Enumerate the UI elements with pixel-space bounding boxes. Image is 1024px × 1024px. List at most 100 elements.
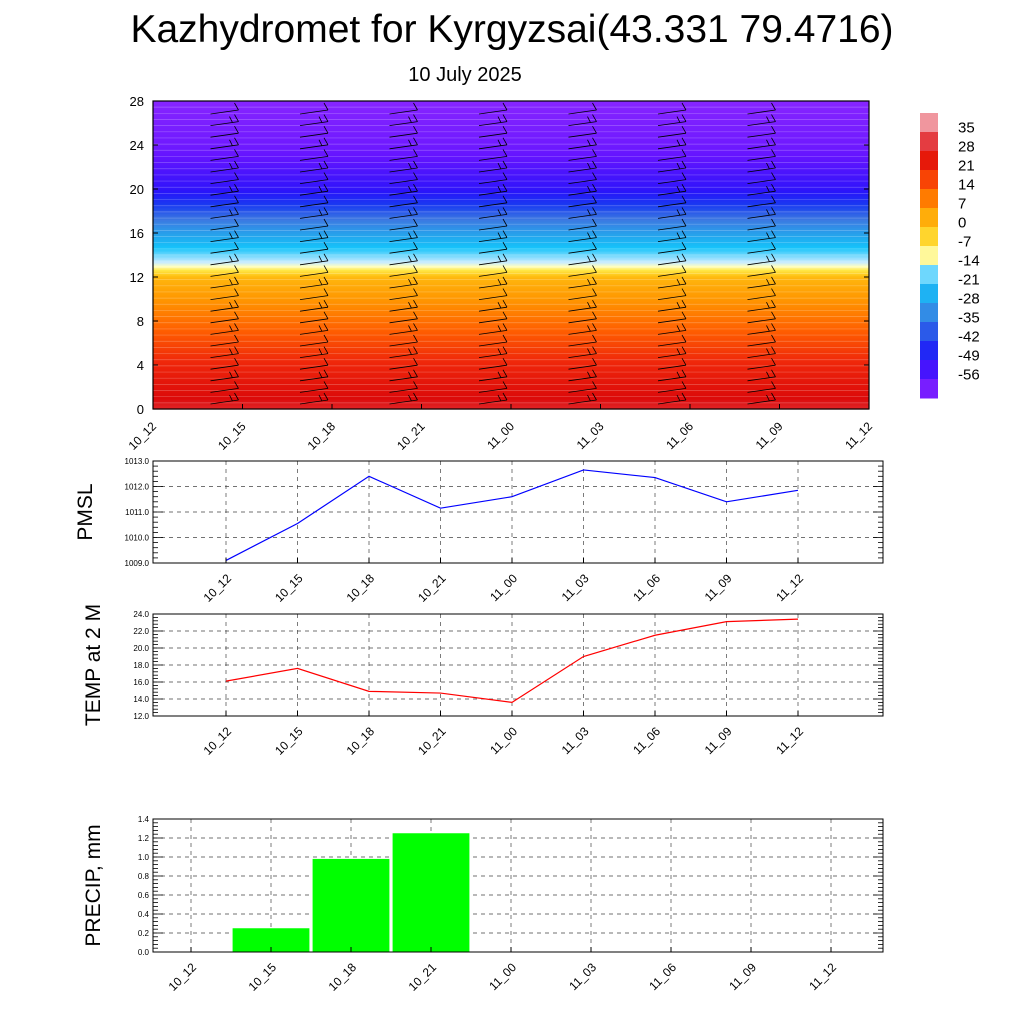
y-tick-label: 0.6: [138, 891, 150, 900]
wind-barb-shaft: [747, 214, 776, 219]
heatmap-band: [153, 325, 869, 328]
wind-barb: [747, 126, 776, 138]
wind-barb-shaft: [657, 190, 687, 196]
wind-barb-shaft: [210, 225, 239, 231]
wind-barb-shaft: [478, 376, 508, 382]
wind-barb-shaft: [299, 225, 329, 231]
wind-barb-flag: [771, 126, 776, 134]
wind-barb: [389, 207, 418, 219]
wind-barb: [389, 160, 418, 173]
wind-barb: [657, 358, 687, 370]
y-tick-label: 24.0: [133, 610, 149, 619]
wind-barb-flag: [592, 311, 597, 319]
wind-barb-flag: [497, 162, 502, 170]
heatmap-band: [153, 117, 869, 120]
wind-barb-flag: [229, 302, 233, 309]
heatmap-band: [153, 105, 869, 108]
wind-barb: [568, 300, 597, 312]
y-tick-label: 1010.0: [125, 534, 150, 543]
heatmap-band: [153, 125, 869, 128]
wind-barb-shaft: [568, 341, 597, 347]
wind-barb-flag: [323, 160, 329, 169]
wind-barb-flag: [676, 162, 681, 170]
wind-barb-flag: [502, 392, 508, 401]
wind-barb-shaft: [478, 272, 508, 277]
wind-barb-shaft: [568, 156, 597, 161]
colorbar-swatch: [920, 265, 938, 285]
heatmap-band: [153, 225, 869, 228]
heatmap-band: [153, 373, 869, 376]
wind-barb: [657, 172, 687, 184]
heatmap-band: [153, 197, 869, 200]
wind-barb-flag: [676, 139, 681, 146]
wind-barb: [389, 369, 418, 382]
wind-barb-flag: [323, 334, 329, 343]
wind-barb-flag: [323, 230, 329, 238]
x-tick-label: 10_21: [406, 960, 440, 994]
wind-barb-shaft: [747, 248, 776, 254]
wind-barb-shaft: [210, 248, 239, 254]
wind-barb-flag: [413, 346, 418, 354]
wind-barb-flag: [497, 255, 502, 262]
wind-barb-shaft: [478, 156, 508, 161]
wind-barb-shaft: [478, 295, 508, 300]
heatmap-band: [153, 209, 869, 212]
wind-barb-shaft: [568, 399, 597, 405]
wind-barb: [299, 184, 329, 196]
wind-barb-flag: [587, 255, 591, 262]
wind-barb-flag: [592, 149, 597, 157]
heatmap-band: [153, 107, 869, 110]
wind-barb: [478, 288, 508, 300]
wind-barb-shaft: [568, 272, 597, 277]
heatmap-band: [153, 241, 869, 244]
wind-barb-shaft: [657, 202, 687, 208]
wind-barb-flag: [766, 302, 770, 309]
wind-barb-shaft: [299, 132, 329, 138]
wind-barb: [210, 126, 239, 138]
heatmap-band: [153, 357, 869, 360]
wind-barb: [747, 323, 776, 335]
heatmap-band: [153, 375, 869, 378]
wind-barb-shaft: [389, 190, 418, 196]
heatmap-band: [153, 345, 869, 348]
heatmap-band: [153, 235, 869, 238]
wind-barb-flag: [318, 116, 323, 123]
wind-barb-flag: [323, 369, 329, 377]
heatmap-band: [153, 337, 869, 340]
wind-barb-flag: [676, 394, 681, 402]
wind-barb-flag: [592, 323, 597, 331]
wind-barb-shaft: [210, 272, 239, 277]
pmsl-line: [225, 469, 799, 561]
heatmap-band: [153, 155, 869, 158]
wind-barb-shaft: [210, 330, 239, 335]
wind-barb-flag: [771, 184, 776, 192]
panel-frame: [152, 818, 884, 953]
wind-barb-flag: [413, 102, 418, 111]
wind-barb: [210, 195, 239, 208]
wind-barb-shaft: [389, 109, 418, 115]
wind-barb: [747, 207, 776, 219]
colorbar-swatch: [920, 379, 938, 399]
wind-barb-shaft: [657, 388, 687, 393]
heatmap-y-tick-label: 0: [137, 402, 144, 417]
wind-barb: [478, 207, 508, 219]
wind-barb-flag: [502, 114, 508, 122]
wind-barb-flag: [323, 137, 329, 145]
wind-barb-flag: [502, 102, 508, 111]
wind-barb-flag: [413, 218, 418, 227]
heatmap-band: [153, 151, 869, 154]
heatmap-band: [153, 381, 869, 384]
heatmap-band: [153, 343, 869, 346]
heatmap-band: [153, 279, 869, 282]
wind-barb-shaft: [478, 399, 508, 405]
wind-barb: [299, 114, 329, 126]
wind-barb-flag: [229, 255, 233, 262]
pmsl-panel: 1009.0 1010.0 1011.0 1012.0 1013.0 10_12 10_15…: [74, 457, 884, 605]
wind-barb: [657, 288, 687, 300]
wind-barb-flag: [234, 137, 239, 145]
heatmap-band: [153, 141, 869, 144]
wind-barb-shaft: [747, 202, 776, 208]
wind-barb: [389, 149, 418, 161]
wind-barb-flag: [681, 334, 687, 343]
wind-barb: [657, 114, 687, 126]
